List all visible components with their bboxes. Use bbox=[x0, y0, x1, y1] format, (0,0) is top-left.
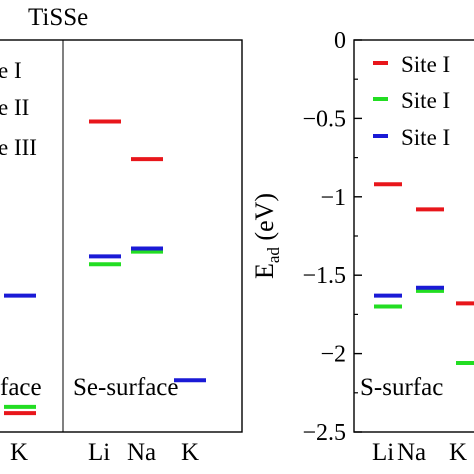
right-panel-label: S-surfac bbox=[360, 374, 443, 401]
right-legend-label-2: Site I bbox=[401, 88, 450, 113]
left-chart-title: TiSSe bbox=[28, 4, 88, 31]
left-chart-marks bbox=[4, 119, 206, 416]
left-chart: TiSSe e I e II e III face Se-surface K L… bbox=[0, 4, 243, 466]
right-ytick-label: −0.5 bbox=[302, 106, 346, 132]
right-ytick-label: −1.5 bbox=[302, 263, 346, 289]
right-y-axis-title-main: E bbox=[250, 263, 279, 279]
right-xtick-li: Li bbox=[372, 439, 394, 466]
left-xtick-k-panel1: K bbox=[10, 439, 28, 466]
left-plot-frame bbox=[0, 39, 243, 433]
right-xtick-na: Na bbox=[397, 439, 426, 466]
left-legend: e I e II e III bbox=[0, 58, 37, 160]
right-ytick-label: −1 bbox=[320, 185, 346, 211]
right-legend-label-3: Site I bbox=[401, 125, 450, 150]
right-ytick-label: −2.5 bbox=[302, 420, 346, 446]
right-xtick-k: K bbox=[449, 439, 467, 466]
right-chart: 0 −0.5 −1 −1.5 −2 −2.5 Ead (eV) Site I Site I… bbox=[250, 28, 474, 466]
right-y-axis-title-sub: ad bbox=[264, 247, 283, 264]
right-y-axis: 0 −0.5 −1 −1.5 −2 −2.5 bbox=[302, 28, 362, 446]
left-legend-label-2: e II bbox=[0, 95, 29, 120]
right-legend: Site I Site I Site I bbox=[373, 52, 450, 150]
left-xtick-k: K bbox=[181, 439, 199, 466]
right-y-axis-title: Ead (eV) bbox=[250, 193, 283, 279]
left-legend-label-3: e III bbox=[0, 135, 37, 160]
right-chart-marks bbox=[374, 182, 474, 366]
right-ytick-label: −2 bbox=[320, 342, 346, 368]
right-y-axis-title-rest: (eV) bbox=[250, 193, 279, 247]
left-panel1-label: face bbox=[0, 374, 42, 401]
left-xtick-li: Li bbox=[88, 439, 110, 466]
right-legend-label-1: Site I bbox=[401, 52, 450, 77]
left-xtick-na: Na bbox=[127, 439, 156, 466]
left-legend-label-1: e I bbox=[0, 58, 22, 83]
right-ytick-label: 0 bbox=[334, 28, 346, 54]
left-panel2-label: Se-surface bbox=[73, 374, 179, 401]
